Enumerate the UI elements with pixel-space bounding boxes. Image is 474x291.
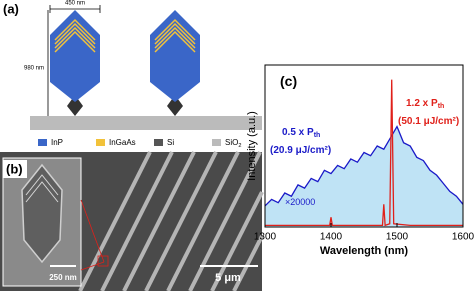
y-axis-label: Intensity (a.u.) — [246, 111, 258, 181]
legend: InP InGaAs Si SiO2 — [38, 138, 241, 149]
scale-label: 5 μm — [215, 272, 241, 284]
annotation: (c) — [280, 73, 297, 89]
x-tick-label: 1500 — [386, 232, 409, 243]
annotation: 0.5 x Pth — [282, 127, 320, 140]
legend-label: Si — [167, 138, 174, 147]
height-label: 980 nm — [24, 66, 44, 72]
x-axis-label: Wavelength (nm) — [320, 245, 409, 257]
legend-swatch — [154, 139, 163, 146]
legend-swatch — [38, 139, 47, 146]
annotation-main: (20.9 μJ/cm²) — [270, 145, 331, 156]
legend-label-main: InP — [51, 138, 63, 147]
substrate — [30, 116, 262, 130]
annotation-sub: th — [438, 103, 445, 110]
annotation-main: ×20000 — [285, 197, 315, 207]
legend-swatch — [96, 139, 105, 146]
x-tick-label: 1600 — [452, 232, 474, 243]
line — [264, 125, 464, 207]
legend-label-sub: 2 — [238, 143, 241, 149]
width-label: 450 nm — [65, 1, 85, 7]
annotation: 1.2 x Pth — [406, 98, 444, 111]
panel-label: (a) — [3, 1, 19, 16]
annotation-main: 1.2 x P — [406, 98, 438, 109]
nanowire — [50, 10, 100, 116]
panel-label: (b) — [6, 161, 23, 176]
annotation: (50.1 μJ/cm²) — [398, 116, 459, 127]
annotation-main: 0.5 x P — [282, 127, 314, 138]
line — [265, 79, 463, 227]
area — [265, 126, 463, 227]
plot-frame — [264, 64, 464, 228]
panel-a: (a) 450 nm 980 nm InP InGaAs Si SiO2 — [3, 1, 262, 149]
inset-scale-label: 250 nm — [49, 273, 77, 282]
annotation-sub: th — [314, 132, 321, 139]
legend-label-main: SiO — [225, 138, 238, 147]
annotation: (20.9 μJ/cm²) — [270, 145, 331, 156]
legend-label-main: Si — [167, 138, 174, 147]
x-tick-label: 1300 — [254, 232, 277, 243]
panel-b: (b) 250 nm 5 μm — [0, 151, 264, 291]
chart: Intensity (a.u.) Wavelength (nm) 1300 140… — [246, 64, 474, 257]
legend-label: InP — [51, 138, 63, 147]
nanowire — [150, 10, 200, 116]
annotation: ×20000 — [285, 197, 315, 207]
legend-label: InGaAs — [109, 138, 136, 147]
ridges — [78, 151, 264, 291]
legend-label: SiO2 — [225, 138, 241, 149]
annotation-main: (c) — [280, 73, 297, 89]
legend-swatch — [212, 139, 221, 146]
x-tick-label: 1400 — [320, 232, 343, 243]
legend-label-main: InGaAs — [109, 138, 136, 147]
annotation-main: (50.1 μJ/cm²) — [398, 116, 459, 127]
